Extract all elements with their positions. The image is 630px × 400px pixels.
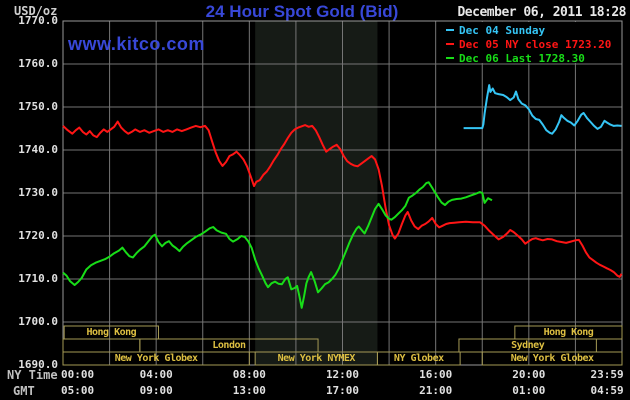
ny-time-tick-label: 23:59 <box>590 368 624 381</box>
price-line-dec-06 <box>62 181 493 309</box>
session-box <box>481 351 623 366</box>
legend-label: Dec 06 Last 1728.30 <box>459 51 585 65</box>
gmt-tick-label: 21:00 <box>419 384 453 397</box>
session-box <box>376 351 461 366</box>
legend-label: Dec 04 Sunday <box>459 23 546 37</box>
session-label: Hong Kong <box>543 327 594 338</box>
page-title: 24 Hour Spot Gold (Bid) <box>205 2 399 21</box>
ny-time-tick-label: 00:00 <box>61 368 95 381</box>
legend-item: Dec 06 Last 1728.30 <box>446 51 611 65</box>
gmt-tick-label: 04:59 <box>590 384 624 397</box>
y-tick-label: 1740.0 <box>18 143 58 156</box>
gmt-tick-label: 13:00 <box>232 384 266 397</box>
y-tick-label: 1750.0 <box>18 100 58 113</box>
session-label: NY Globex <box>393 353 444 364</box>
legend-item: Dec 05 NY close 1723.20 <box>446 37 611 51</box>
price-line-dec-05 <box>62 120 623 278</box>
y-tick-label: 1760.0 <box>18 57 58 70</box>
y-tick-label: 1700.0 <box>18 315 58 328</box>
gmt-tick-label: 05:00 <box>61 384 95 397</box>
session-label: Sydney <box>511 340 545 351</box>
gmt-tick-label: 01:00 <box>512 384 546 397</box>
y-tick-label: 1770.0 <box>18 14 58 27</box>
chart-legend: Dec 04 Sunday Dec 05 NY close 1723.20 Dec … <box>446 23 611 65</box>
y-tick-label: 1730.0 <box>18 186 58 199</box>
session-label: Hong Kong <box>86 327 137 338</box>
ny-time-tick-label: 08:00 <box>232 368 266 381</box>
y-tick-label: 1720.0 <box>18 229 58 242</box>
y-tick-label: 1690.0 <box>18 358 58 371</box>
ny-time-tick-label: 16:00 <box>419 368 453 381</box>
gmt-tick-label: 09:00 <box>139 384 173 397</box>
ny-time-tick-label: 20:00 <box>512 368 546 381</box>
chart-datetime: December 06, 2011 18:28 <box>457 5 626 20</box>
session-label: New York Globex <box>510 353 594 364</box>
legend-dash-icon <box>446 29 454 31</box>
gmt-tick-label: 17:00 <box>325 384 360 397</box>
y-tick-label: 1710.0 <box>18 272 58 285</box>
units-label: USD/oz <box>14 4 58 18</box>
legend-item: Dec 04 Sunday <box>446 23 611 37</box>
ny-time-tick-label: 04:00 <box>139 368 173 381</box>
legend-backdrop <box>441 22 621 63</box>
legend-dash-icon <box>446 43 454 45</box>
ny-time-caption: NY Time <box>7 368 58 382</box>
legend-dash-icon <box>446 57 454 59</box>
session-label: New York Globex <box>114 353 198 364</box>
ny-time-tick-label: 12:00 <box>325 368 360 381</box>
gmt-caption: GMT <box>13 384 35 398</box>
session-label: New York NYMEX <box>277 353 356 364</box>
session-label: London <box>212 340 246 351</box>
session-box <box>62 338 141 353</box>
session-box <box>62 351 250 366</box>
legend-label: Dec 05 NY close 1723.20 <box>459 37 612 51</box>
kitco-watermark[interactable]: www.kitco.com <box>68 34 205 54</box>
price-line-dec-04-sunday <box>463 84 622 135</box>
